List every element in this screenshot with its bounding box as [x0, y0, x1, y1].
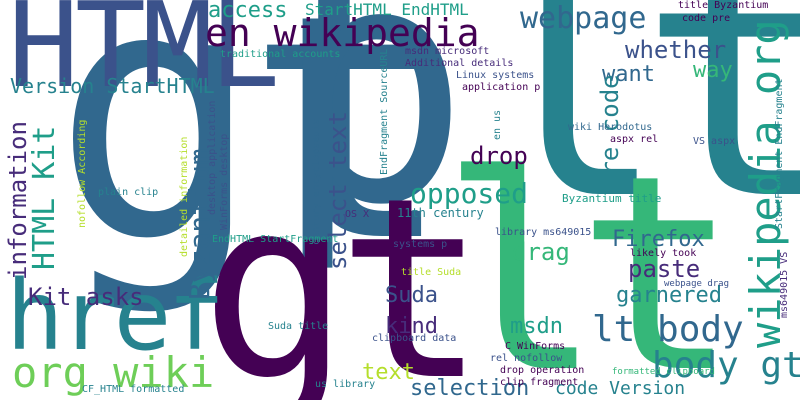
word-en-us: en us: [492, 109, 503, 140]
word-msdn: msdn: [510, 314, 563, 339]
word-systems-p: systems p: [393, 239, 448, 250]
word-rel-nofollow: rel nofollow: [490, 353, 563, 364]
word-likely-took: likely took: [630, 248, 697, 259]
word-byzantium-title: Byzantium title: [562, 192, 662, 205]
word-vs-aspx: VS aspx: [693, 136, 736, 147]
word-winforms-desktop: WinForms desktop: [219, 133, 230, 230]
word-information: information: [4, 121, 32, 280]
word-cf-html-formatted: CF_HTML formatted: [82, 384, 185, 395]
word-lt-body: lt body: [592, 309, 744, 350]
word-starthtml-endhtml: StartHTML EndHTML: [305, 0, 469, 19]
word-linux-systems: Linux systems: [456, 70, 535, 81]
word-suda-title: Suda title: [268, 321, 329, 332]
word-webpage-drag: webpage drag: [664, 279, 730, 289]
word-org-wiki: org wiki: [12, 348, 215, 397]
word-endfragment-sourceurl: EndFragment SourceURL: [379, 48, 390, 175]
word-detailed-information: detailed information: [179, 136, 190, 257]
word-formatted-clipboard: formatted clipboard: [612, 367, 715, 377]
word-opposed: opposed: [410, 177, 529, 210]
word-whether: whether: [625, 36, 727, 64]
word-html-kit: HTML Kit: [27, 125, 62, 271]
word-paste: paste: [628, 255, 701, 283]
word-selection: selection: [410, 376, 530, 400]
word-11th-century: 11th century: [397, 206, 484, 220]
word-title-suda: title Suda: [401, 267, 462, 278]
word-garnered: garnered: [616, 283, 722, 308]
word-wiki-herodotus: wiki Herodotus: [568, 122, 653, 133]
word-msdn-microsoft: msdn microsoft: [405, 46, 490, 57]
word-nofollow-according: nofollow According: [77, 119, 88, 228]
word-kit-asks: Kit asks: [28, 283, 144, 311]
word-webpage: webpage: [520, 1, 647, 36]
word-gt-lower: gt: [200, 144, 487, 400]
word-code-version: code Version: [555, 378, 686, 399]
word-aspx-rel: aspx rel: [610, 134, 659, 145]
word-text: text: [362, 360, 415, 385]
word-title-byzantium: title Byzantium: [678, 0, 769, 11]
word-access: access: [208, 0, 288, 23]
word-en-wikipedia: en wikipedia: [205, 11, 480, 55]
word-traditional-accounts: traditional accounts: [220, 49, 341, 60]
word-startfragment-endfragment: StartFragment EndFragment: [774, 78, 785, 229]
word-kind: kind: [385, 314, 438, 339]
word-drop-operation: drop operation: [500, 365, 585, 376]
word-century-encyclopaedia: century encyclopaedia: [311, 118, 322, 245]
word-clip-fragment: clip fragment: [500, 377, 579, 388]
word-clipboard-data: clipboard data: [372, 333, 457, 344]
word-library-ms649015: library ms649015: [495, 227, 592, 238]
word-endhtml-startfragment: EndHTML StartFragment: [212, 234, 339, 245]
word-desktop-application: desktop application: [207, 100, 218, 215]
word-os-x: OS X: [345, 209, 370, 220]
word-body-gt: body gt: [652, 345, 800, 386]
word-lt-lower: lt: [440, 117, 739, 400]
word-want: want: [602, 62, 655, 87]
word-href: href: [6, 260, 225, 372]
word-drop: drop: [470, 142, 528, 170]
word-c-winforms: C WinForms: [505, 341, 566, 352]
word-additional-details: Additional details: [405, 58, 514, 69]
word-drag: drag: [512, 238, 570, 266]
word-ms649015-vs: ms649015 VS: [779, 251, 790, 318]
word-code-pre: code pre: [682, 13, 731, 24]
word-p: p: [272, 0, 471, 277]
word-plain-clip: plain clip: [98, 187, 159, 198]
word-lt: lt: [470, 0, 800, 272]
word-version-starthtml: Version StartHTML: [10, 74, 215, 98]
word-way: way: [693, 58, 733, 83]
word-application-p: application p: [462, 82, 541, 93]
word-us-library: us library: [315, 379, 376, 390]
word-suda: Suda: [385, 283, 438, 308]
word-gt: gt: [52, 0, 455, 319]
word-firefox: Firefox: [612, 227, 705, 252]
word-select-text: select text: [324, 111, 352, 270]
word-html: HTML: [8, 0, 280, 114]
